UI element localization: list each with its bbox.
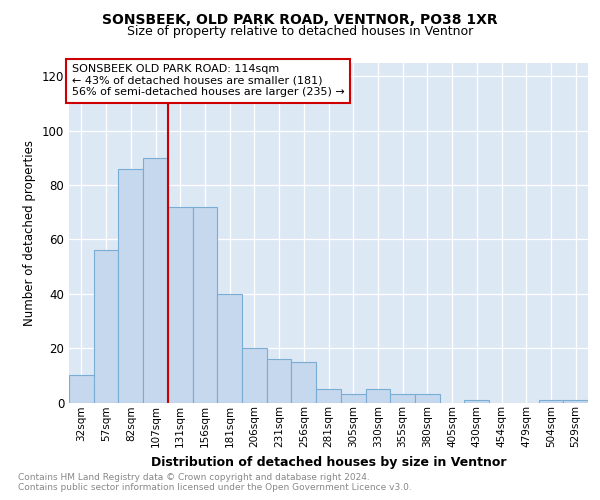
Text: SONSBEEK OLD PARK ROAD: 114sqm
← 43% of detached houses are smaller (181)
56% of: SONSBEEK OLD PARK ROAD: 114sqm ← 43% of … [71, 64, 344, 98]
Text: SONSBEEK, OLD PARK ROAD, VENTNOR, PO38 1XR: SONSBEEK, OLD PARK ROAD, VENTNOR, PO38 1… [102, 12, 498, 26]
Bar [316, 389, 341, 402]
Bar [69, 376, 94, 402]
Bar [464, 400, 489, 402]
Bar [341, 394, 365, 402]
Bar [292, 362, 316, 403]
Bar [143, 158, 168, 402]
Bar [118, 168, 143, 402]
Bar [193, 206, 217, 402]
Text: Contains public sector information licensed under the Open Government Licence v3: Contains public sector information licen… [18, 484, 412, 492]
Bar [94, 250, 118, 402]
Bar [267, 359, 292, 403]
Y-axis label: Number of detached properties: Number of detached properties [23, 140, 36, 326]
Bar [365, 389, 390, 402]
Bar [390, 394, 415, 402]
X-axis label: Distribution of detached houses by size in Ventnor: Distribution of detached houses by size … [151, 456, 506, 468]
Bar [563, 400, 588, 402]
Bar [168, 206, 193, 402]
Bar [217, 294, 242, 403]
Text: Size of property relative to detached houses in Ventnor: Size of property relative to detached ho… [127, 25, 473, 38]
Bar [539, 400, 563, 402]
Text: Contains HM Land Registry data © Crown copyright and database right 2024.: Contains HM Land Registry data © Crown c… [18, 472, 370, 482]
Bar [415, 394, 440, 402]
Bar [242, 348, 267, 403]
